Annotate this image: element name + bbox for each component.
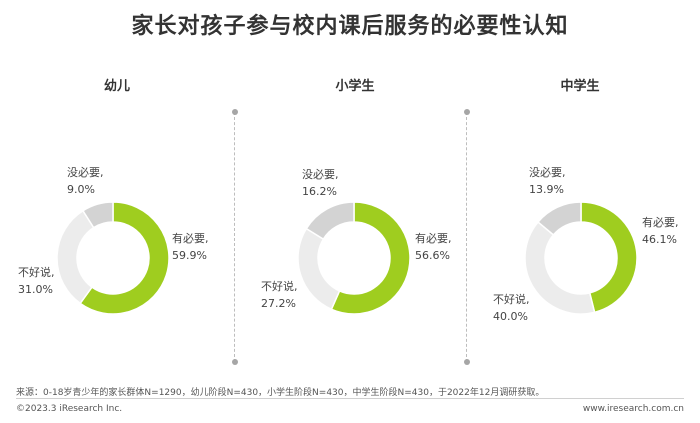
slice-value-necessary: 46.1% [642,233,677,246]
donut-slice-not-necessary [305,201,355,241]
donut-slice-necessary [580,201,638,314]
slice-value-not-sure: 40.0% [493,310,528,323]
slice-value-not-necessary: 9.0% [67,183,95,196]
panel-title-secondary: 中学生 [560,79,600,94]
donut-slice-not-necessary [81,201,114,229]
slice-value-not-necessary: 13.9% [529,183,564,196]
slice-label-necessary: 有必要, [172,231,209,245]
divider-dot-top [463,109,470,115]
panel-title-preschool: 幼儿 [103,79,130,94]
footer-divider [16,398,684,399]
copyright-text: ©2023.3 iResearch Inc. [16,404,123,414]
donut-slice-necessary [79,201,170,315]
slice-label-not-sure: 不好说, [18,265,55,279]
page-title: 家长对孩子参与校内课后服务的必要性认知 [131,14,569,39]
slice-value-necessary: 59.9% [172,249,207,262]
slice-label-necessary: 有必要, [415,231,452,245]
donut-slice-not-sure [297,227,341,311]
panel-divider-right [463,109,470,365]
website-text: www.iresearch.com.cn [582,404,684,414]
donut-slice-not-sure [56,209,95,305]
slice-value-not-necessary: 16.2% [302,185,337,198]
donut-slice-not-necessary [537,201,582,236]
panel-title-primary: 小学生 [335,79,375,94]
slice-value-not-sure: 31.0% [18,283,53,296]
slice-value-necessary: 56.6% [415,249,450,262]
slice-label-necessary: 有必要, [642,215,679,229]
slice-label-not-sure: 不好说, [493,292,530,306]
donut-slice-necessary [330,201,411,315]
slice-label-not-necessary: 没必要, [302,168,339,181]
divider-dot-bottom [231,359,238,365]
slice-value-not-sure: 27.2% [261,297,296,310]
divider-dot-top [231,109,238,115]
divider-dot-bottom [463,359,470,365]
slice-label-not-necessary: 没必要, [67,166,104,179]
source-note: 来源：0-18岁青少年的家长群体N=1290，幼儿阶段N=430，小学生阶段N=… [16,388,545,398]
donut-slice-not-sure [524,220,596,315]
slice-label-not-necessary: 没必要, [529,166,566,179]
slice-label-not-sure: 不好说, [261,279,298,293]
panel-divider-left [231,109,238,365]
